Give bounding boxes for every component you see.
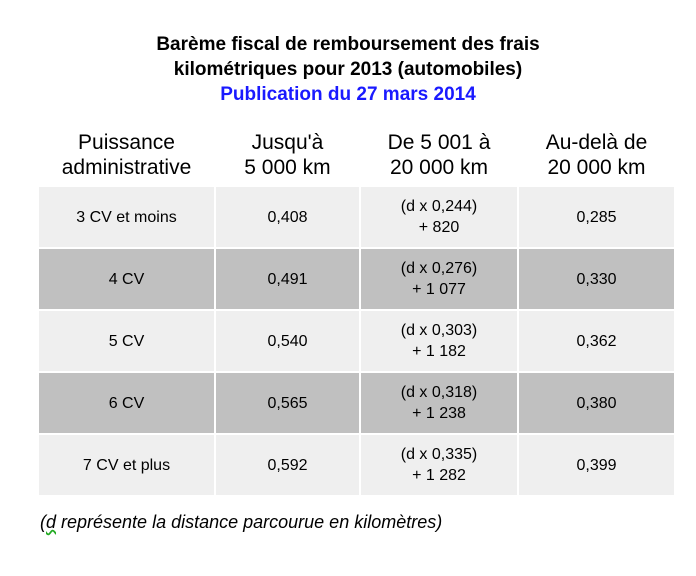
table-row: 5 CV 0,540 (d x 0,303) + 1 182 0,362 bbox=[39, 311, 674, 371]
cell-over-20000: 0,362 bbox=[519, 311, 674, 371]
title-line-1: Barème fiscal de remboursement des frais bbox=[156, 34, 540, 55]
cell-over-20000: 0,285 bbox=[519, 187, 674, 247]
header-row: Puissance administrative Jusqu'à 5 000 km … bbox=[39, 125, 674, 185]
cell-power: 4 CV bbox=[39, 249, 214, 309]
cell-upto-5000: 0,540 bbox=[216, 311, 359, 371]
footnote: (d représente la distance parcourue en k… bbox=[40, 512, 443, 532]
table-row: 6 CV 0,565 (d x 0,318) + 1 238 0,380 bbox=[39, 373, 674, 433]
cell-upto-5000: 0,592 bbox=[216, 435, 359, 495]
cell-5001-20000: (d x 0,303) + 1 182 bbox=[361, 311, 517, 371]
table-row: 7 CV et plus 0,592 (d x 0,335) + 1 282 0,… bbox=[39, 435, 674, 495]
header-power: Puissance administrative bbox=[61, 131, 192, 179]
cell-power: 7 CV et plus bbox=[39, 435, 214, 495]
cell-5001-20000: (d x 0,244) + 820 bbox=[361, 187, 517, 247]
table-row: 4 CV 0,491 (d x 0,276) + 1 077 0,330 bbox=[39, 249, 674, 309]
cell-5001-20000: (d x 0,276) + 1 077 bbox=[361, 249, 517, 309]
table-row: 3 CV et moins 0,408 (d x 0,244) + 820 0,2… bbox=[39, 187, 674, 247]
title-line-2: kilométriques pour 2013 (automobiles) bbox=[173, 59, 523, 80]
header-upto-5000: Jusqu'à 5 000 km bbox=[244, 131, 331, 179]
header-5001-20000: De 5 001 à 20 000 km bbox=[387, 131, 491, 179]
header-over-20000: Au-delà de 20 000 km bbox=[545, 131, 648, 179]
cell-5001-20000: (d x 0,335) + 1 282 bbox=[361, 435, 517, 495]
cell-over-20000: 0,380 bbox=[519, 373, 674, 433]
cell-power: 5 CV bbox=[39, 311, 214, 371]
cell-5001-20000: (d x 0,318) + 1 238 bbox=[361, 373, 517, 433]
title-block: Barème fiscal de remboursement des frais… bbox=[0, 32, 696, 107]
cell-power: 3 CV et moins bbox=[39, 187, 214, 247]
cell-upto-5000: 0,491 bbox=[216, 249, 359, 309]
cell-power: 6 CV bbox=[39, 373, 214, 433]
cell-over-20000: 0,399 bbox=[519, 435, 674, 495]
cell-upto-5000: 0,565 bbox=[216, 373, 359, 433]
rates-table: Puissance administrative Jusqu'à 5 000 km … bbox=[37, 123, 676, 497]
cell-over-20000: 0,330 bbox=[519, 249, 674, 309]
cell-upto-5000: 0,408 bbox=[216, 187, 359, 247]
subtitle: Publication du 27 mars 2014 bbox=[220, 84, 476, 105]
